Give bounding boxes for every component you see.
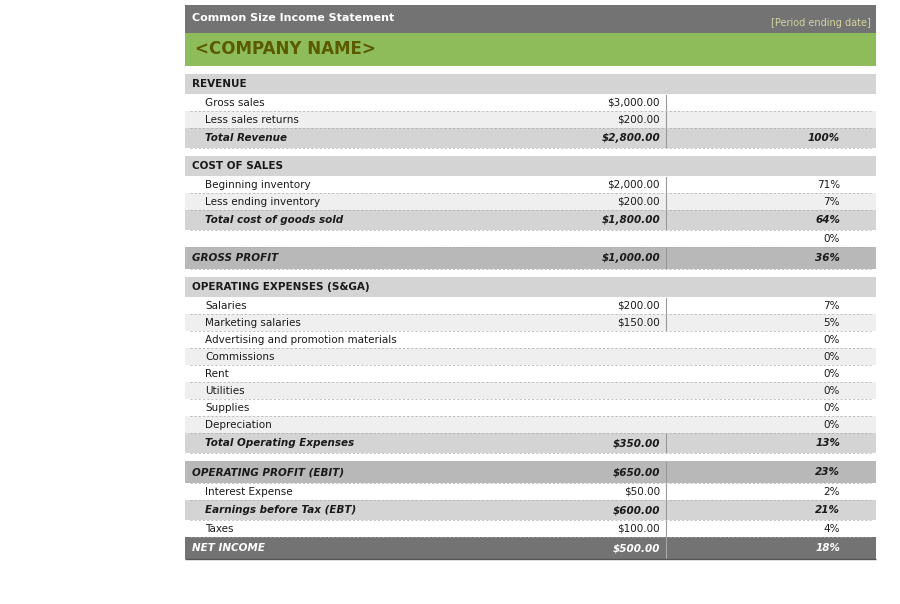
- Text: Supplies: Supplies: [205, 403, 249, 413]
- Bar: [185, 247, 876, 269]
- Text: <COMPANY NAME>: <COMPANY NAME>: [195, 40, 376, 59]
- Text: 0%: 0%: [824, 420, 840, 430]
- Bar: [185, 297, 876, 314]
- Text: 71%: 71%: [817, 180, 840, 190]
- Bar: [185, 277, 876, 297]
- Text: 23%: 23%: [815, 467, 840, 477]
- Text: Less sales returns: Less sales returns: [205, 115, 299, 125]
- Text: $1,000.00: $1,000.00: [601, 254, 660, 263]
- Text: $500.00: $500.00: [613, 544, 660, 553]
- Text: $3,000.00: $3,000.00: [608, 98, 660, 108]
- Text: $2,800.00: $2,800.00: [601, 133, 660, 143]
- Bar: [185, 382, 876, 399]
- Text: OPERATING PROFIT (EBIT): OPERATING PROFIT (EBIT): [192, 467, 344, 477]
- Text: 0%: 0%: [824, 403, 840, 413]
- Bar: [185, 537, 876, 559]
- Text: Taxes: Taxes: [205, 524, 233, 534]
- Text: $200.00: $200.00: [617, 197, 660, 207]
- Bar: [185, 230, 876, 247]
- Text: REVENUE: REVENUE: [192, 79, 247, 89]
- Text: $350.00: $350.00: [613, 439, 660, 448]
- Bar: [185, 5, 876, 33]
- Text: Gross sales: Gross sales: [205, 98, 265, 108]
- Bar: [185, 453, 876, 461]
- Text: 0%: 0%: [824, 335, 840, 345]
- Text: Total Operating Expenses: Total Operating Expenses: [205, 439, 354, 448]
- Text: Depreciation: Depreciation: [205, 420, 272, 430]
- Bar: [185, 148, 876, 156]
- Text: 13%: 13%: [815, 439, 840, 448]
- Bar: [185, 365, 876, 382]
- Bar: [185, 433, 876, 453]
- Text: OPERATING EXPENSES (S&GA): OPERATING EXPENSES (S&GA): [192, 283, 370, 292]
- Text: Commissions: Commissions: [205, 352, 274, 362]
- Text: COST OF SALES: COST OF SALES: [192, 161, 283, 172]
- Text: Total Revenue: Total Revenue: [205, 133, 287, 143]
- Text: 0%: 0%: [824, 234, 840, 244]
- Text: 0%: 0%: [824, 386, 840, 396]
- Bar: [185, 500, 876, 520]
- Text: $150.00: $150.00: [617, 318, 660, 328]
- Bar: [185, 156, 876, 176]
- Text: $200.00: $200.00: [617, 301, 660, 311]
- Text: $100.00: $100.00: [617, 524, 660, 534]
- Bar: [185, 314, 876, 331]
- Text: Earnings before Tax (EBT): Earnings before Tax (EBT): [205, 506, 356, 515]
- Text: [Period ending date]: [Period ending date]: [771, 18, 871, 28]
- Text: 64%: 64%: [815, 216, 840, 225]
- Text: Salaries: Salaries: [205, 301, 247, 311]
- Bar: [185, 66, 876, 74]
- Bar: [185, 111, 876, 128]
- Text: Rent: Rent: [205, 369, 229, 379]
- Text: 7%: 7%: [824, 197, 840, 207]
- Bar: [185, 128, 876, 148]
- Bar: [185, 348, 876, 365]
- Bar: [185, 331, 876, 348]
- Text: $50.00: $50.00: [624, 487, 660, 497]
- Bar: [185, 193, 876, 210]
- Bar: [185, 176, 876, 193]
- Bar: [185, 94, 876, 111]
- Text: 5%: 5%: [824, 318, 840, 328]
- Text: Less ending inventory: Less ending inventory: [205, 197, 320, 207]
- Text: Total cost of goods sold: Total cost of goods sold: [205, 216, 343, 225]
- Bar: [185, 416, 876, 433]
- Bar: [185, 210, 876, 230]
- Text: 0%: 0%: [824, 369, 840, 379]
- Text: 4%: 4%: [824, 524, 840, 534]
- Text: $650.00: $650.00: [613, 467, 660, 477]
- Text: Beginning inventory: Beginning inventory: [205, 180, 310, 190]
- Bar: [185, 269, 876, 277]
- Text: 18%: 18%: [815, 544, 840, 553]
- Bar: [185, 520, 876, 537]
- Text: Marketing salaries: Marketing salaries: [205, 318, 301, 328]
- Bar: [185, 461, 876, 483]
- Bar: [185, 74, 876, 94]
- Text: $200.00: $200.00: [617, 115, 660, 125]
- Text: $2,000.00: $2,000.00: [608, 180, 660, 190]
- Bar: [185, 399, 876, 416]
- Text: $1,800.00: $1,800.00: [601, 216, 660, 225]
- Text: 0%: 0%: [824, 352, 840, 362]
- Text: 100%: 100%: [808, 133, 840, 143]
- Text: Common Size Income Statement: Common Size Income Statement: [192, 13, 394, 22]
- Bar: [185, 33, 876, 66]
- Text: GROSS PROFIT: GROSS PROFIT: [192, 254, 278, 263]
- Text: 36%: 36%: [815, 254, 840, 263]
- Bar: [185, 483, 876, 500]
- Text: NET INCOME: NET INCOME: [192, 544, 265, 553]
- Text: 7%: 7%: [824, 301, 840, 311]
- Text: Utilities: Utilities: [205, 386, 245, 396]
- Text: $600.00: $600.00: [613, 506, 660, 515]
- Text: 21%: 21%: [815, 506, 840, 515]
- Text: Interest Expense: Interest Expense: [205, 487, 292, 497]
- Text: 2%: 2%: [824, 487, 840, 497]
- Text: Advertising and promotion materials: Advertising and promotion materials: [205, 335, 397, 345]
